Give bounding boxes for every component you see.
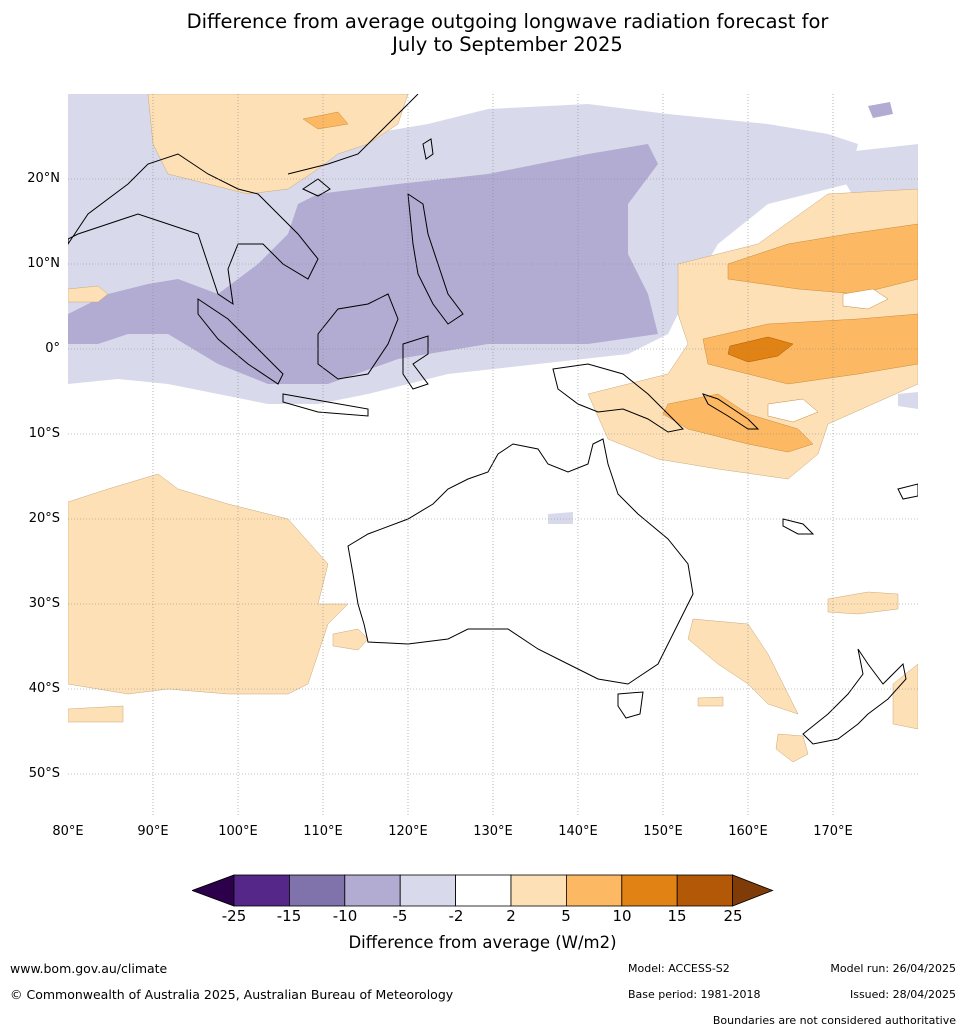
lat-label-10N: 10°N xyxy=(27,256,60,271)
colorbar-segment xyxy=(510,874,567,907)
copyright-text: © Commonwealth of Australia 2025, Austra… xyxy=(10,987,454,1002)
title-line-2: July to September 2025 xyxy=(392,33,623,56)
anomaly-map[interactable] xyxy=(68,94,918,816)
lat-label-20S: 20°S xyxy=(28,511,60,526)
anomaly-neutral-holes xyxy=(767,288,889,423)
lon-label-100E: 100°E xyxy=(218,824,258,839)
website-link[interactable]: www.bom.gov.au/climate xyxy=(10,961,168,976)
colorbar-segment xyxy=(399,874,456,907)
colorbar-extend-low xyxy=(190,874,235,907)
lon-label-110E: 110°E xyxy=(303,824,343,839)
issued-date: Issued: 28/04/2025 xyxy=(849,988,956,1001)
colorbar-tick: 10 xyxy=(612,907,632,925)
colorbar-extend-high xyxy=(732,874,774,907)
colorbar-tick: -2 xyxy=(448,907,464,925)
colorbar-tick: -25 xyxy=(221,907,247,925)
colorbar-tick: 15 xyxy=(667,907,687,925)
colorbar xyxy=(190,874,774,911)
lon-label-120E: 120°E xyxy=(388,824,428,839)
lon-label-170E: 170°E xyxy=(813,824,853,839)
colorbar-label: Difference from average (W/m2) xyxy=(348,933,617,952)
anomaly-dark-orange xyxy=(727,336,794,363)
colorbar-segment xyxy=(455,874,512,907)
lon-label-80E: 80°E xyxy=(52,824,84,839)
lat-label-50S: 50°S xyxy=(28,766,60,781)
colorbar-tick: 2 xyxy=(506,907,516,925)
lon-label-150E: 150°E xyxy=(643,824,683,839)
title-line-1: Difference from average outgoing longwav… xyxy=(186,10,829,33)
graticule xyxy=(68,94,918,816)
lon-label-130E: 130°E xyxy=(473,824,513,839)
lon-label-160E: 160°E xyxy=(728,824,768,839)
lat-label-20N: 20°N xyxy=(27,171,60,186)
model-run-date: Model run: 26/04/2025 xyxy=(830,962,956,975)
colorbar-tick: -5 xyxy=(392,907,408,925)
lat-label-30S: 30°S xyxy=(28,596,60,611)
colorbar-segment xyxy=(676,874,734,907)
anomaly-medium-purple xyxy=(68,102,893,384)
colorbar-tick: 5 xyxy=(561,907,571,925)
colorbar-svg xyxy=(190,874,774,907)
colorbar-segment xyxy=(621,874,678,907)
lat-label-10S: 10°S xyxy=(28,426,60,441)
colorbar-tick: 25 xyxy=(723,907,743,925)
lon-label-140E: 140°E xyxy=(558,824,598,839)
colorbar-tick: -15 xyxy=(276,907,302,925)
colorbar-tick: -10 xyxy=(332,907,358,925)
colorbar-segment xyxy=(289,874,346,907)
lon-label-90E: 90°E xyxy=(137,824,169,839)
base-period: Base period: 1981-2018 xyxy=(628,988,761,1001)
boundaries-disclaimer: Boundaries are not considered authoritat… xyxy=(712,1014,956,1027)
model-name: Model: ACCESS-S2 xyxy=(628,962,730,975)
lat-label-40S: 40°S xyxy=(28,681,60,696)
lat-label-0: 0° xyxy=(45,341,60,356)
colorbar-segment xyxy=(344,874,401,907)
colorbar-segment xyxy=(565,874,623,907)
map-canvas xyxy=(68,94,918,816)
colorbar-segment xyxy=(233,874,290,907)
map-title: Difference from average outgoing longwav… xyxy=(0,10,965,56)
